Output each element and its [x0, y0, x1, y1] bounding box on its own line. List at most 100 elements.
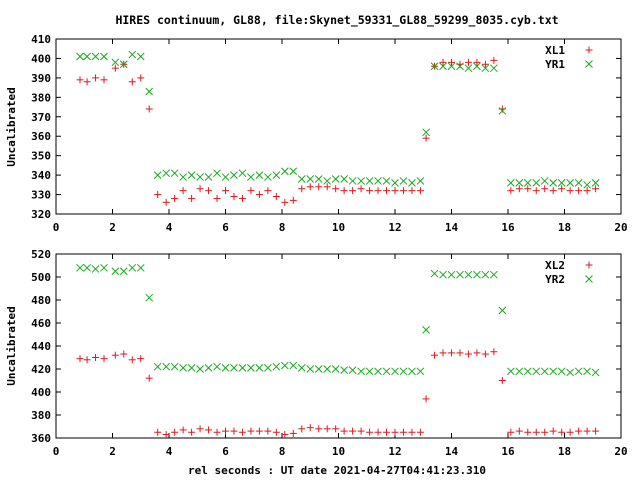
bottom-y-tick-label: 520 — [31, 248, 51, 261]
bottom-xl2-point — [162, 431, 170, 439]
bottom-xl2-point — [323, 425, 331, 433]
bottom-y-tick-label: 380 — [31, 409, 51, 422]
bottom-xl2-point — [498, 377, 506, 384]
bottom-xl2-point — [264, 427, 272, 435]
bottom-x-tick-label: 4 — [166, 445, 173, 458]
bottom-xl2-point — [349, 427, 357, 435]
top-xl1-point — [340, 187, 348, 195]
bottom-yr2-point — [314, 365, 323, 373]
top-yr1-point — [566, 179, 575, 187]
bottom-xl2-point — [340, 427, 348, 435]
bottom-xl2-point — [366, 428, 374, 436]
top-yr1-point — [83, 52, 91, 61]
top-x-tick-label: 2 — [109, 221, 116, 234]
top-xl1-point — [532, 187, 540, 195]
bottom-yr2-point — [540, 367, 549, 376]
bottom-yr2-point — [566, 368, 575, 377]
top-xl1-point — [374, 187, 382, 195]
top-x-tick-label: 8 — [279, 221, 286, 234]
bottom-y-tick-label: 480 — [31, 294, 51, 307]
top-xl1-point — [541, 185, 549, 193]
bottom-xl2-point — [391, 428, 399, 436]
bottom-xl2-point — [154, 428, 162, 436]
top-yr1-point — [506, 179, 515, 187]
bottom-xl2-point — [431, 351, 439, 359]
bottom-xl2-point — [238, 428, 246, 436]
bottom-xl2-point — [374, 428, 382, 436]
top-xl1-point — [349, 187, 357, 195]
bottom-xl2-point — [76, 355, 84, 363]
top-x-tick-label: 20 — [614, 221, 627, 234]
chart-title: HIRES continuum, GL88, file:Skynet_59331… — [115, 13, 558, 28]
top-yr1-point — [456, 62, 464, 71]
bottom-yr2-point — [399, 367, 408, 376]
bottom-yr2-point — [523, 367, 532, 376]
bottom-yr2-point — [583, 367, 591, 376]
bottom-yr2-point — [574, 367, 583, 376]
bottom-x-tick-label: 2 — [109, 445, 116, 458]
bottom-yr2-point — [365, 367, 374, 376]
bottom-yr2-point — [439, 270, 447, 279]
top-yr1-point — [340, 175, 349, 183]
top-yr1-point — [540, 177, 549, 185]
bottom-xl2-point — [481, 350, 489, 358]
bottom-yr2-point — [289, 361, 298, 370]
top-xl1-point — [171, 194, 179, 202]
top-xl1-point — [111, 64, 119, 72]
bottom-x-tick-label: 14 — [445, 445, 459, 458]
bottom-yr2-point — [83, 263, 91, 272]
bottom-xl2-point — [222, 427, 229, 435]
bottom-xl2-point — [464, 350, 472, 358]
top-xl1-point — [179, 187, 187, 195]
top-xl1-point — [399, 187, 407, 195]
top-xl1-point — [205, 187, 213, 195]
top-yr1-point — [289, 167, 298, 176]
top-yr1-point — [591, 179, 600, 187]
top-xl1-point — [323, 183, 331, 191]
bottom-yr2-point — [490, 270, 498, 279]
top-xl1-point — [575, 187, 583, 195]
bottom-x-tick-label: 12 — [388, 445, 401, 458]
bottom-yr2-point — [187, 363, 196, 372]
bottom-y-tick-label: 360 — [31, 432, 51, 445]
top-y-tick-label: 340 — [31, 169, 51, 182]
bottom-xl2-point — [137, 355, 145, 363]
bottom-x-tick-label: 16 — [501, 445, 515, 458]
bottom-yr2-point — [456, 270, 464, 279]
top-xl1-point — [558, 185, 566, 193]
bottom-yr2-point — [111, 267, 120, 276]
top-yr1-point — [238, 169, 247, 178]
top-yr1-point — [447, 62, 456, 71]
top-x-tick-label: 4 — [166, 221, 173, 234]
top-y-tick-label: 390 — [31, 72, 51, 85]
top-xl1-point — [145, 105, 153, 113]
bottom-xl2-point — [171, 428, 179, 436]
top-x-tick-label: 16 — [501, 221, 515, 234]
bottom-xl2-point — [289, 429, 297, 437]
bottom-xl2-point — [490, 348, 498, 356]
bottom-xl2-point — [422, 395, 430, 403]
top-x-tick-label: 6 — [222, 221, 229, 234]
bottom-yr2-point — [280, 361, 289, 370]
top-yr1-point — [331, 175, 340, 183]
bottom-panel: 0 2 4 6 8 10 12 14 16 18 20 360 380 400 420 440 460 480 50… — [31, 248, 628, 458]
bottom-yr2-point — [76, 263, 84, 272]
top-yr1-point — [408, 179, 416, 187]
bottom-xl2-point — [575, 427, 583, 435]
top-yr1-point — [430, 62, 439, 71]
top-yr1-point — [306, 175, 315, 183]
bottom-xl2-point — [515, 427, 523, 435]
bottom-xl2-point — [383, 428, 391, 436]
top-xl1-point — [490, 56, 498, 64]
bottom-yr2-point — [264, 363, 272, 372]
top-xl1-point — [464, 58, 472, 66]
bottom-plot-frame — [55, 253, 622, 439]
top-yr1-point — [221, 173, 230, 181]
bottom-y-tick-label: 500 — [31, 271, 51, 284]
bottom-yr2-point — [331, 365, 340, 373]
bottom-yr2-point — [464, 270, 473, 279]
bottom-yr2-point — [532, 367, 541, 376]
bottom-yr2-point — [162, 362, 171, 371]
bottom-xl2-point — [524, 428, 532, 436]
top-yr1-point — [247, 173, 255, 181]
